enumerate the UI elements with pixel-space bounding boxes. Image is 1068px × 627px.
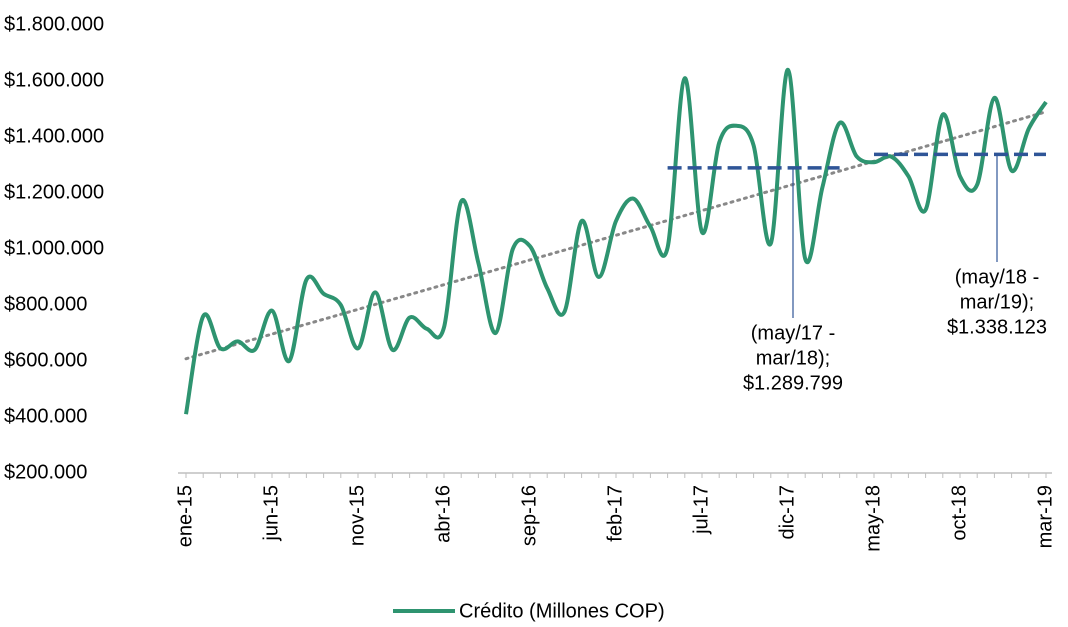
x-tick-label: may-18	[862, 485, 884, 552]
x-tick-label: dic-17	[776, 485, 798, 539]
annotation-value: $1.289.799	[743, 372, 843, 394]
y-tick-label: $1.600.000	[4, 69, 104, 91]
y-tick-label: $200.000	[4, 461, 87, 483]
annotation: mar/19);	[960, 291, 1034, 313]
x-tick-label: jun-15	[260, 485, 282, 542]
x-tick-label: ene-15	[174, 485, 196, 547]
x-tick-label: abr-16	[432, 485, 454, 543]
annotation: (may/18 -	[955, 266, 1039, 288]
annotation-value: $1.338.123	[947, 316, 1047, 338]
y-tick-label: $1.200.000	[4, 181, 104, 203]
y-tick-label: $1.800.000	[4, 13, 104, 35]
y-tick-label: $600.000	[4, 349, 87, 371]
x-tick-label: nov-15	[346, 485, 368, 546]
y-tick-label: $1.400.000	[4, 125, 104, 147]
y-tick-label: $400.000	[4, 405, 87, 427]
x-tick-label: oct-18	[948, 485, 970, 541]
series-line	[184, 67, 1048, 415]
y-tick-label: $1.000.000	[4, 237, 104, 259]
x-tick-label: sep-16	[518, 485, 540, 546]
annotation: (may/17 -	[751, 322, 835, 344]
trend-line	[184, 110, 1048, 361]
x-tick-label: feb-17	[604, 485, 626, 542]
legend-label: Crédito (Millones COP)	[459, 600, 665, 622]
annotation: mar/18);	[756, 347, 830, 369]
x-tick-label: mar-19	[1034, 485, 1056, 548]
x-tick-label: jul-17	[690, 485, 712, 535]
y-tick-label: $800.000	[4, 293, 87, 315]
